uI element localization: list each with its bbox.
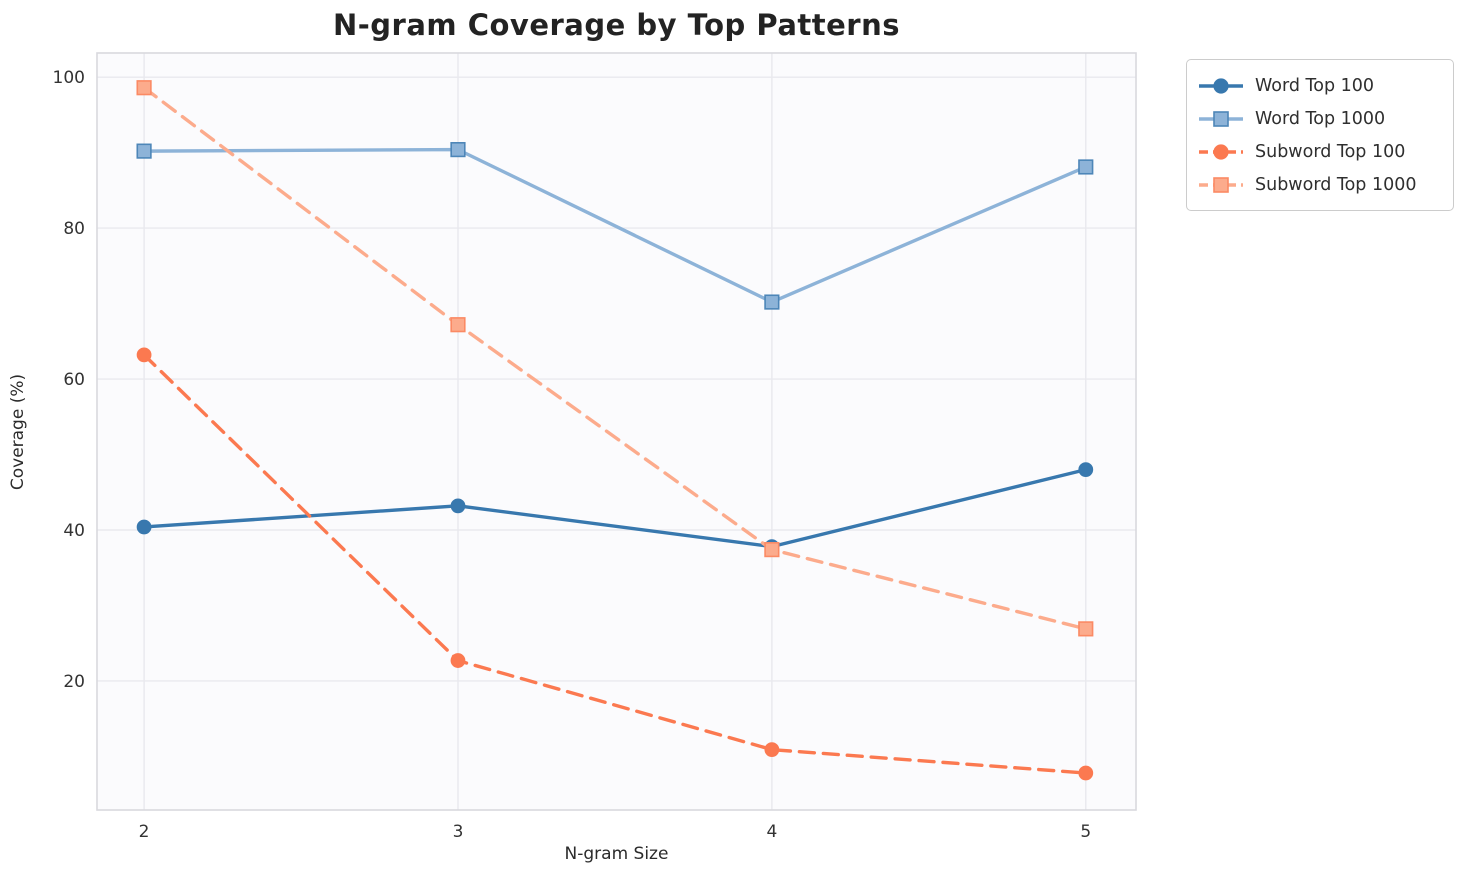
data-point-marker-word-top-100 (136, 519, 152, 535)
series-line-subword-top-100 (142, 353, 1088, 775)
legend-item-word-top-100: Word Top 100 (1197, 69, 1441, 102)
legend-sample-word-top-1000 (1199, 110, 1243, 127)
legend-sample-word-top-100 (1199, 77, 1243, 94)
data-point-marker-word-top-100 (450, 498, 466, 514)
y-tick-label: 60 (63, 370, 85, 390)
data-point-marker-subword-top-100 (136, 347, 152, 363)
data-point-marker-word-top-1000 (764, 294, 780, 310)
y-tick-label: 40 (63, 521, 85, 541)
data-point-marker-subword-top-100 (450, 653, 466, 668)
data-point-marker-subword-top-100 (764, 742, 780, 758)
y-axis-label: Coverage (%) (8, 373, 28, 491)
legend-item-word-top-1000: Word Top 1000 (1197, 102, 1441, 135)
data-point-marker-subword-top-1000 (764, 542, 780, 558)
x-tick-label: 4 (766, 822, 777, 842)
legend-label-word-top-100: Word Top 100 (1255, 75, 1375, 96)
series-line-word-top-1000 (142, 147, 1088, 304)
data-point-marker-subword-top-1000 (136, 80, 152, 96)
legend-item-subword-top-1000: Subword Top 1000 (1197, 168, 1441, 201)
x-tick-label: 5 (1080, 822, 1091, 842)
axis-spine (96, 52, 1137, 811)
y-tick-label: 100 (53, 68, 85, 88)
legend-sample-subword-top-1000 (1199, 176, 1243, 193)
plot-area (97, 53, 1136, 810)
series-line-word-top-100 (142, 467, 1088, 549)
data-point-marker-word-top-100 (1078, 462, 1094, 478)
data-point-marker-word-top-1000 (1078, 159, 1094, 175)
y-tick-label: 80 (63, 219, 85, 239)
legend: Word Top 100 Word Top 1000 Subword Top 100… (1186, 59, 1454, 211)
data-point-marker-word-top-1000 (136, 143, 152, 159)
legend-sample-subword-top-100 (1199, 143, 1243, 160)
x-axis-label: N-gram Size (564, 844, 669, 864)
legend-label-subword-top-1000: Subword Top 1000 (1255, 174, 1417, 195)
data-point-marker-subword-top-1000 (450, 317, 466, 333)
x-tick-label: 2 (139, 822, 150, 842)
series-line-subword-top-1000 (142, 86, 1088, 631)
data-point-marker-word-top-1000 (450, 142, 466, 158)
legend-label-subword-top-100: Subword Top 100 (1255, 141, 1406, 162)
legend-label-word-top-1000: Word Top 1000 (1255, 108, 1386, 129)
legend-item-subword-top-100: Subword Top 100 (1197, 135, 1441, 168)
data-point-marker-subword-top-1000 (1078, 621, 1094, 637)
chart-title: N-gram Coverage by Top Patterns (332, 8, 901, 42)
x-tick-label: 3 (453, 822, 464, 842)
data-point-marker-subword-top-100 (1078, 765, 1094, 781)
y-tick-label: 20 (63, 672, 85, 692)
